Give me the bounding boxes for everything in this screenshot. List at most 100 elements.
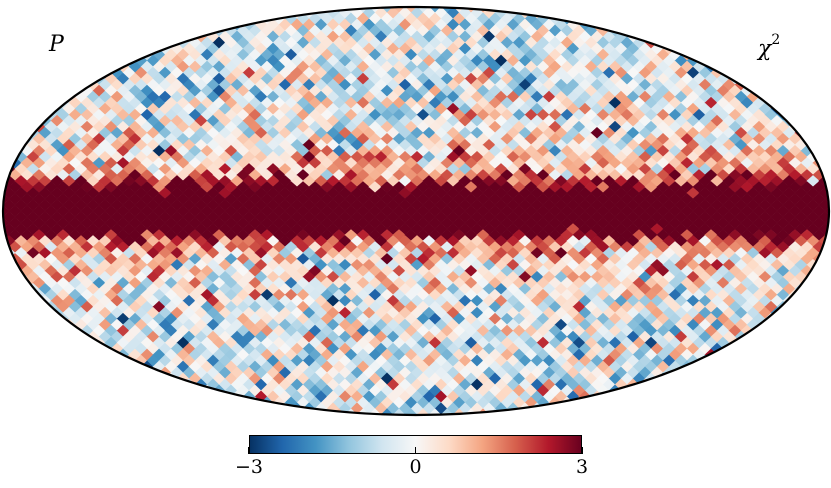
map-pixel — [584, 108, 598, 122]
map-pixel — [110, 139, 124, 151]
map-pixel — [212, 265, 226, 277]
map-pixel — [722, 306, 736, 320]
map-pixel — [782, 102, 796, 116]
map-pixel — [128, 205, 142, 217]
map-pixel — [74, 259, 88, 271]
map-pixel — [116, 205, 130, 217]
map-pixel — [74, 247, 88, 259]
map-pixel — [620, 205, 634, 217]
map-pixel — [98, 187, 112, 199]
map-pixel — [404, 312, 418, 326]
map-pixel — [326, 402, 340, 415]
map-pixel — [776, 205, 790, 217]
map-pixel — [200, 265, 214, 277]
map-pixel — [266, 402, 280, 415]
map-pixel — [524, 205, 538, 217]
map-pixel — [104, 229, 118, 241]
map-pixel — [572, 265, 586, 277]
map-pixel — [740, 145, 754, 157]
map-pixel — [98, 199, 112, 211]
map-pixel — [110, 114, 124, 128]
map-pixel — [458, 402, 472, 415]
map-pixel — [236, 348, 250, 362]
map-pixel — [68, 253, 82, 265]
map-pixel — [548, 253, 562, 265]
map-pixel — [758, 271, 772, 283]
map-pixel — [248, 253, 262, 265]
map-pixel — [680, 253, 694, 265]
map-pixel — [776, 96, 790, 110]
map-pixel — [512, 108, 526, 122]
map-pixel — [566, 306, 580, 320]
map-pixel — [110, 354, 124, 368]
map-pixel — [446, 414, 460, 415]
map-pixel — [584, 205, 598, 217]
map-pixel — [296, 265, 310, 277]
map-pixel — [158, 271, 172, 283]
map-pixel — [92, 169, 106, 181]
map-pixel — [344, 265, 358, 277]
map-pixel — [392, 348, 406, 362]
map-pixel — [788, 253, 802, 265]
map-pixel — [224, 312, 238, 326]
map-pixel — [308, 265, 322, 277]
map-pixel — [56, 265, 70, 277]
map-pixel — [86, 151, 100, 163]
map-pixel — [164, 253, 178, 265]
colorbar-tick-label: −3 — [234, 456, 264, 478]
map-pixel — [650, 78, 664, 92]
map-pixel — [98, 282, 112, 296]
map-pixel — [668, 265, 682, 277]
map-pixel — [80, 265, 94, 277]
map-pixel — [134, 366, 148, 380]
map-pixel — [464, 312, 478, 326]
map-pixel — [506, 78, 520, 92]
map-pixel — [284, 312, 298, 326]
map-pixel — [464, 408, 478, 415]
map-pixel — [602, 163, 616, 175]
map-pixel — [134, 306, 148, 320]
map-pixel — [3, 175, 4, 187]
map-pixel — [32, 205, 46, 217]
map-pixel — [62, 139, 76, 151]
map-pixel — [566, 271, 580, 283]
map-pixel — [596, 265, 610, 277]
map-pixel — [308, 312, 322, 326]
map-pixel — [428, 265, 442, 277]
map-pixel — [824, 157, 829, 169]
map-pixel — [488, 348, 502, 362]
map-pixel — [32, 253, 46, 265]
map-pixel — [644, 265, 658, 277]
map-pixel — [278, 271, 292, 283]
map-pixel — [668, 348, 682, 362]
map-pixel — [770, 90, 784, 104]
map-pixel — [182, 306, 196, 320]
map-pixel — [524, 384, 538, 398]
map-pixel — [128, 312, 142, 326]
map-pixel — [110, 318, 124, 332]
map-pixel — [656, 348, 670, 362]
map-pixel — [86, 306, 100, 320]
map-pixel — [458, 306, 472, 320]
map-pixel — [422, 271, 436, 283]
map-pixel — [530, 306, 544, 320]
map-pixel — [296, 408, 310, 415]
map-pixel — [548, 265, 562, 277]
map-pixel — [146, 163, 160, 175]
map-pixel — [800, 145, 814, 157]
map-pixel — [788, 108, 802, 122]
map-pixel — [74, 294, 88, 308]
map-pixel — [368, 312, 382, 326]
map-pixel — [248, 265, 262, 277]
map-pixel — [620, 145, 634, 157]
map-pixel — [656, 108, 670, 122]
map-pixel — [206, 163, 220, 175]
map-pixel — [3, 139, 16, 151]
map-pixel — [542, 390, 556, 404]
map-pixel — [668, 312, 682, 326]
map-pixel — [110, 211, 124, 223]
map-pixel — [140, 265, 154, 277]
map-pixel — [686, 163, 700, 175]
map-pixel — [680, 108, 694, 122]
map-pixel — [206, 390, 220, 404]
